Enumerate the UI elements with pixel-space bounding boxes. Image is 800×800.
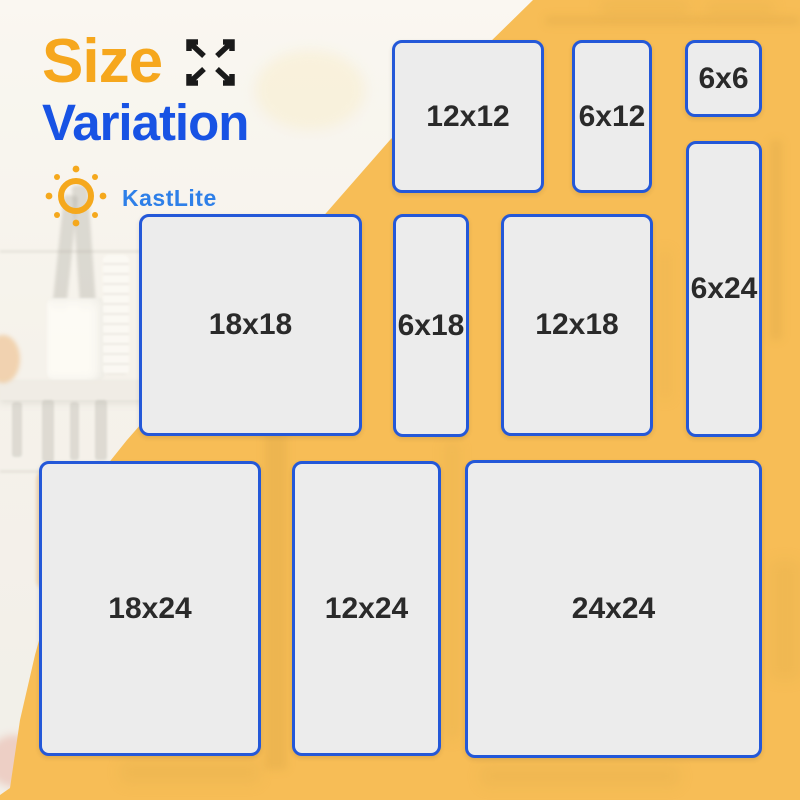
- size-tile: 18x24: [39, 461, 261, 756]
- size-tile: 12x24: [292, 461, 441, 756]
- title-variation: Variation: [42, 94, 249, 151]
- size-tile-label: 6x18: [397, 308, 465, 342]
- size-tile: 18x18: [139, 214, 362, 436]
- title-size: Size: [42, 27, 163, 96]
- size-tile: 12x18: [501, 214, 653, 436]
- size-tile: 24x24: [465, 460, 762, 758]
- header: Size Variation: [42, 27, 249, 233]
- size-tile-label: 18x18: [208, 308, 293, 341]
- size-tile-label: 12x12: [426, 99, 510, 133]
- size-tile: 6x12: [572, 40, 652, 193]
- size-tile-label: 6x6: [698, 61, 749, 95]
- brand-name: KastLite: [122, 184, 217, 211]
- brand-logo: KastLite: [44, 164, 248, 233]
- size-tile-label: 6x12: [578, 99, 646, 133]
- size-tile-label: 18x24: [108, 591, 192, 625]
- size-tile-label: 6x24: [690, 272, 758, 305]
- size-tile: 6x24: [686, 141, 762, 437]
- size-tile: 12x12: [392, 40, 544, 193]
- size-tile-label: 12x18: [535, 308, 619, 341]
- size-tile: 6x6: [685, 40, 762, 117]
- sun-icon: [44, 164, 108, 233]
- expand-arrows-icon: [182, 36, 239, 94]
- size-tile-label: 24x24: [571, 592, 656, 625]
- size-tile: 6x18: [393, 214, 469, 437]
- size-tile-label: 12x24: [324, 591, 409, 625]
